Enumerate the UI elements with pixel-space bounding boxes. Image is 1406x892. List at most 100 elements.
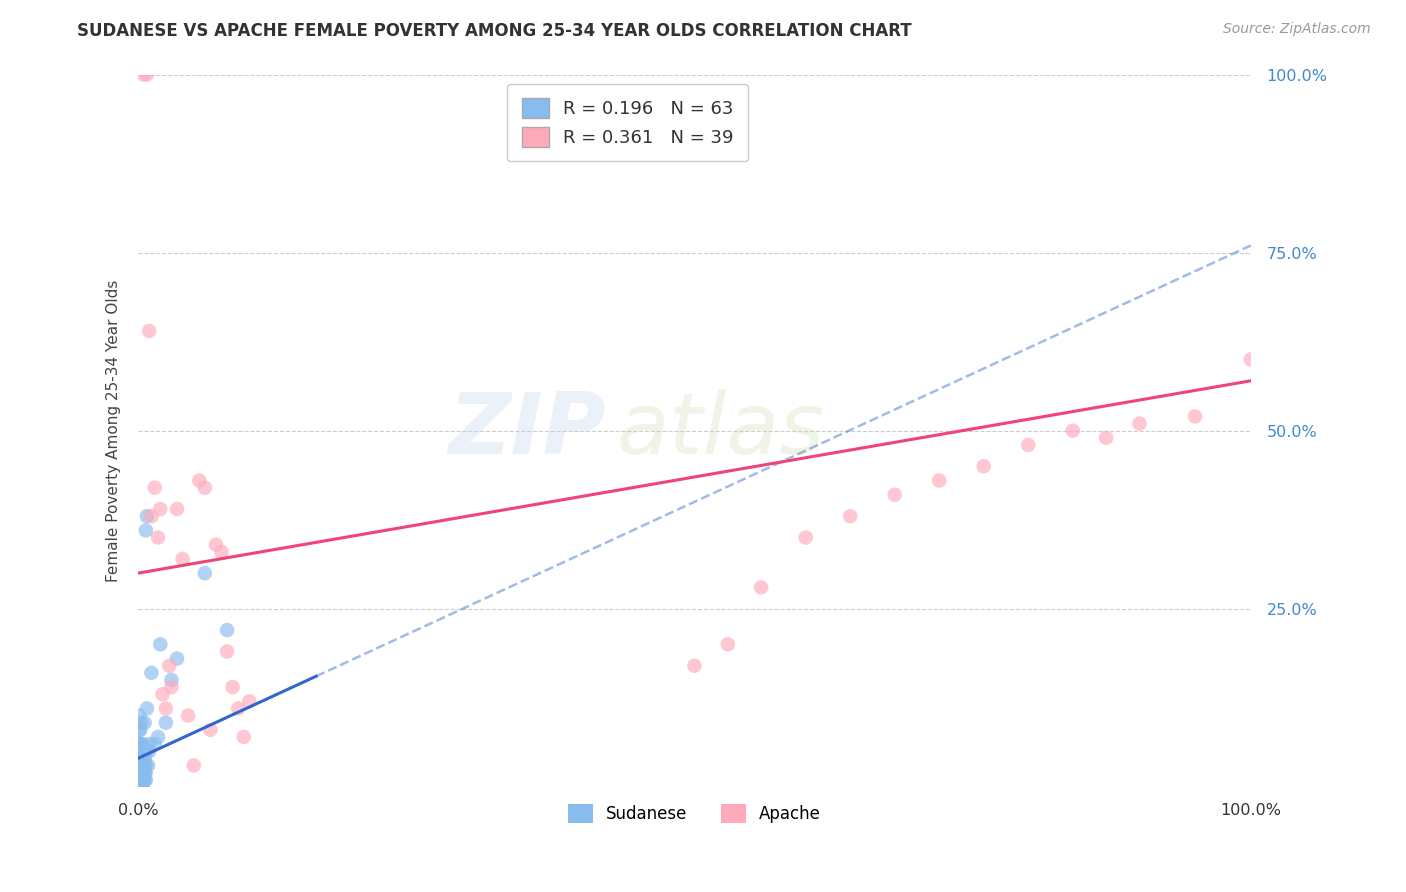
Point [136,701,159,715]
Point [131,776,153,790]
Point [134,765,156,780]
Point [141,665,163,680]
Point [152,687,174,701]
Point [146,730,169,744]
Point [129,769,152,783]
Point [160,680,183,694]
Point [155,715,177,730]
Point [129,751,152,765]
Point [131,772,153,787]
Point [135,758,157,772]
Point [138,324,160,338]
Point [132,765,155,780]
Point [172,552,194,566]
Point [839,509,862,524]
Point [194,566,217,581]
Point [128,758,150,772]
Point [129,765,152,780]
Point [238,694,260,708]
Point [128,723,150,737]
Point [131,765,153,780]
Point [134,758,156,772]
Point [138,744,160,758]
Point [883,488,905,502]
Point [134,715,156,730]
Point [200,723,222,737]
Point [131,765,153,780]
Legend: Sudanese, Apache: Sudanese, Apache [561,797,828,830]
Point [128,751,150,765]
Point [166,502,188,516]
Point [128,772,150,787]
Point [138,737,160,751]
Point [205,538,228,552]
Point [132,68,155,82]
Point [131,751,153,765]
Text: SUDANESE VS APACHE FEMALE POVERTY AMONG 25-34 YEAR OLDS CORRELATION CHART: SUDANESE VS APACHE FEMALE POVERTY AMONG … [77,22,912,40]
Point [131,737,153,751]
Point [794,531,817,545]
Point [134,772,156,787]
Point [132,751,155,765]
Point [717,637,740,651]
Point [157,658,180,673]
Point [217,644,239,658]
Point [128,762,150,776]
Point [149,637,172,651]
Text: ZIP: ZIP [447,389,606,472]
Point [131,776,153,790]
Text: Source: ZipAtlas.com: Source: ZipAtlas.com [1223,22,1371,37]
Point [143,737,166,751]
Point [160,673,183,687]
Point [973,459,995,474]
Point [131,762,153,776]
Point [1240,352,1263,367]
Point [217,623,239,637]
Point [128,737,150,751]
Point [132,758,155,772]
Y-axis label: Female Poverty Among 25-34 Year Olds: Female Poverty Among 25-34 Year Olds [107,279,121,582]
Point [1017,438,1039,452]
Point [1095,431,1118,445]
Point [132,772,155,787]
Point [226,701,249,715]
Point [146,531,169,545]
Point [136,68,159,82]
Point [129,723,152,737]
Point [136,744,159,758]
Point [211,545,233,559]
Point [155,701,177,715]
Point [136,509,159,524]
Point [128,769,150,783]
Point [232,730,254,744]
Point [188,474,211,488]
Point [135,765,157,780]
Point [1128,417,1150,431]
Text: atlas: atlas [616,389,824,472]
Point [128,776,150,790]
Point [131,769,153,783]
Point [129,758,152,772]
Point [128,708,150,723]
Point [135,772,157,787]
Point [131,758,153,772]
Point [928,474,950,488]
Point [683,658,706,673]
Point [128,765,150,780]
Point [221,680,243,694]
Point [129,737,152,751]
Point [141,509,163,524]
Point [131,751,153,765]
Point [166,651,188,665]
Point [1184,409,1206,424]
Point [134,751,156,765]
Point [131,715,153,730]
Point [131,737,153,751]
Point [143,481,166,495]
Point [194,481,217,495]
Point [183,758,205,772]
Point [131,758,153,772]
Point [136,758,159,772]
Point [1062,424,1084,438]
Point [149,502,172,516]
